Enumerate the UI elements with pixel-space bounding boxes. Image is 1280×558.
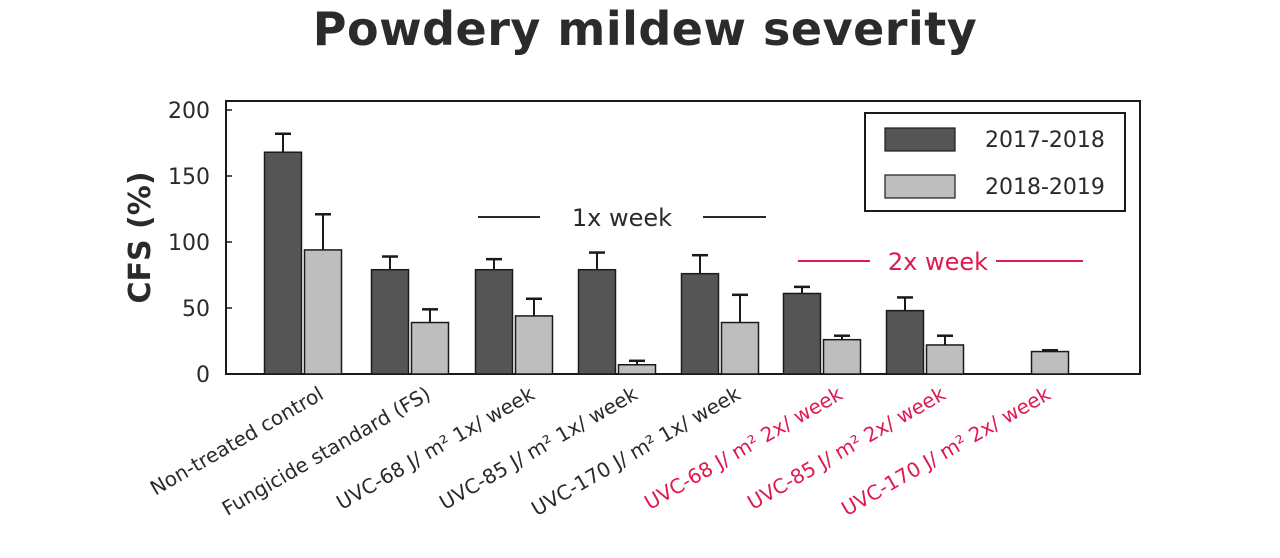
y-axis: 0 50 100 150 200 CFS (%) [123, 99, 232, 388]
bar-series2 [410, 321, 450, 375]
y-tick-label: 50 [182, 297, 210, 322]
annotation-label: 2x week [888, 248, 988, 276]
y-tick-label: 100 [168, 231, 210, 256]
chart-title: Powdery mildew severity [312, 2, 978, 56]
bar-series2 [1030, 350, 1070, 375]
legend-label: 2017-2018 [985, 128, 1105, 153]
bar-series2 [720, 321, 760, 375]
bar-series1 [370, 268, 410, 375]
bar-series2 [514, 315, 554, 375]
bar-series1 [577, 268, 617, 375]
annotation-label: 1x week [572, 204, 672, 232]
y-tick-label: 200 [168, 99, 210, 124]
bar-series2 [822, 338, 862, 375]
group-annotations: 1x week 2x week [478, 204, 1083, 276]
bar-series1 [474, 268, 514, 375]
y-tick-label: 150 [168, 165, 210, 190]
bars [263, 151, 1070, 375]
bar-series1 [680, 272, 720, 375]
error-bars [275, 132, 1058, 365]
x-tick-label: Non-treated control [146, 382, 328, 501]
legend-swatch [884, 127, 956, 152]
y-tick-label: 0 [196, 363, 210, 388]
legend: 2017-2018 2018-2019 [864, 112, 1126, 212]
bar-series1 [782, 292, 822, 375]
bar-series2 [303, 249, 343, 375]
bar-series2 [925, 344, 965, 375]
y-axis-label: CFS (%) [123, 171, 158, 303]
bar-series2 [617, 364, 657, 375]
legend-label: 2018-2019 [985, 175, 1105, 200]
legend-swatch [884, 174, 956, 199]
bar-series1 [885, 309, 925, 375]
bar-series1 [263, 151, 303, 375]
